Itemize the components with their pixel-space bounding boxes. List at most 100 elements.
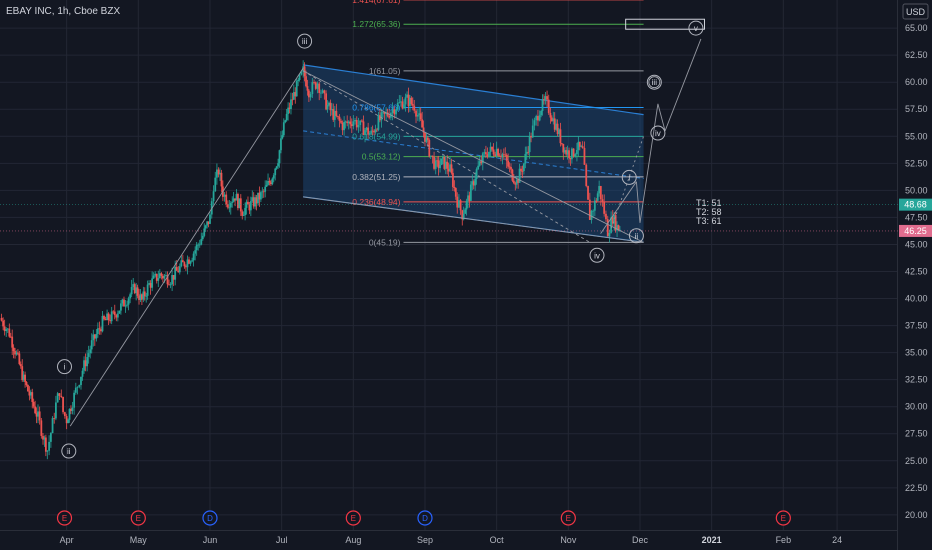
candle-body: [121, 299, 124, 304]
candle-body: [550, 117, 553, 122]
event-marker-E[interactable]: E: [775, 510, 791, 526]
currency-button[interactable]: USD: [902, 3, 929, 20]
price-tick-label: 30.00: [905, 402, 928, 412]
candle-body: [530, 136, 532, 138]
candle-body: [376, 129, 378, 131]
candle-body: [103, 315, 105, 320]
candle-body: [157, 278, 160, 281]
candle-body: [183, 262, 186, 267]
candle-body: [593, 200, 596, 211]
wave-label-text: iv: [655, 129, 661, 138]
candle-body: [350, 124, 353, 127]
candle-body: [241, 211, 244, 216]
price-axis[interactable]: 20.00 22.50 25.00 27.50 30.00 32.50 35.00 37.50…: [905, 23, 928, 520]
event-marker-E[interactable]: E: [130, 510, 146, 526]
event-marker-text: E: [781, 514, 786, 523]
candle-body: [93, 334, 96, 339]
price-tick-label: 42.50: [905, 266, 928, 276]
candle-body: [311, 82, 314, 95]
candle-body: [616, 225, 618, 231]
candle-body: [426, 137, 429, 141]
candle-body: [14, 351, 16, 355]
candle-body: [9, 336, 12, 338]
candle-body: [525, 151, 528, 154]
candle-body: [495, 148, 498, 156]
proj-dotted: [610, 136, 645, 229]
event-marker-E[interactable]: E: [345, 510, 361, 526]
candle-body: [104, 319, 107, 321]
candle-body: [527, 151, 530, 153]
price-tick-label: 55.00: [905, 131, 928, 141]
candle-body: [198, 244, 201, 246]
candle-body: [268, 181, 271, 183]
wave-label-ring: [589, 247, 605, 263]
candle-body: [0, 318, 3, 321]
candle-body: [154, 273, 157, 276]
candle-body: [78, 385, 81, 387]
candle-body: [275, 166, 278, 169]
candle-body: [271, 178, 274, 185]
time-tick-label: 2021: [702, 535, 722, 545]
candle-body: [321, 90, 324, 93]
price-tick-label: 57.50: [905, 104, 928, 114]
candle-body: [330, 109, 333, 111]
candle-body: [571, 148, 573, 160]
event-marker-E[interactable]: E: [560, 510, 576, 526]
candle-body: [46, 450, 49, 452]
candle-body: [254, 197, 257, 207]
candle-body: [244, 207, 247, 216]
target-3: T3: 61: [696, 216, 722, 226]
candle-body: [267, 181, 269, 185]
candle-body: [247, 201, 249, 205]
time-tick-label: 24: [832, 535, 842, 545]
price-badge: [899, 224, 932, 237]
candle-body: [231, 201, 234, 203]
event-marker-ring: [417, 510, 433, 526]
candle-body: [284, 120, 287, 123]
candle-body: [552, 118, 555, 122]
candle-body: [58, 393, 61, 396]
candle-body: [21, 366, 24, 381]
event-marker-E[interactable]: E: [56, 510, 73, 526]
candle-body: [418, 113, 421, 115]
price-tick-label: 60.00: [905, 77, 928, 87]
time-tick-label: Sep: [417, 535, 433, 545]
candle-body: [277, 163, 279, 167]
candle-body: [17, 352, 19, 354]
candle-body: [429, 155, 432, 157]
time-tick-label: Feb: [776, 535, 792, 545]
event-marker-text: E: [62, 514, 67, 523]
currency-label: USD: [906, 7, 926, 17]
time-axis[interactable]: Apr May Jun Jul Aug Sep Oct Nov Dec 2021 Feb 24: [60, 535, 842, 545]
candle-body: [44, 437, 47, 452]
candle-body: [300, 71, 303, 75]
candle-body: [86, 356, 89, 367]
candle-body: [480, 161, 483, 164]
candle-body: [440, 158, 443, 165]
candle-body: [404, 97, 407, 105]
wave-label-ii: ii: [628, 228, 644, 244]
candle-body: [537, 116, 539, 121]
candle-body: [465, 200, 468, 210]
event-marker-D[interactable]: D: [202, 510, 218, 526]
price-tick-label: 47.50: [905, 212, 928, 222]
candle-body: [504, 154, 507, 156]
candle-body: [158, 273, 161, 279]
candle-body: [406, 94, 408, 98]
time-tick-label: Aug: [345, 535, 361, 545]
candle-body: [307, 90, 310, 98]
candle-body: [431, 155, 434, 157]
candle-body: [242, 215, 245, 216]
candle-body: [318, 83, 321, 93]
candle-body: [32, 401, 35, 407]
candle-body: [428, 140, 431, 157]
candle-body: [186, 259, 189, 268]
price-tick-label: 35.00: [905, 348, 928, 358]
candle-body: [395, 109, 397, 115]
candle-body: [446, 161, 449, 169]
candle-body: [485, 152, 487, 155]
candle-body: [483, 152, 486, 154]
event-marker-D[interactable]: D: [417, 510, 433, 526]
